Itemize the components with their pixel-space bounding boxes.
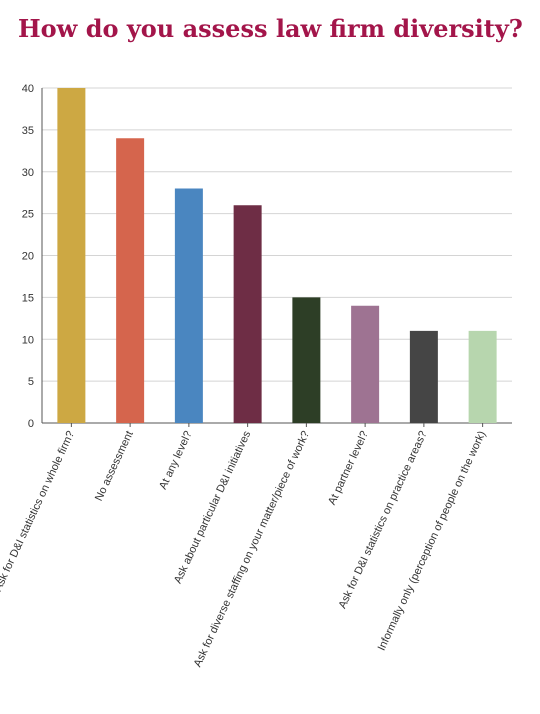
x-tick-label: At partner level? — [326, 429, 371, 507]
bar — [468, 330, 497, 423]
bar — [174, 188, 203, 423]
bar — [351, 305, 380, 423]
y-tick-label: 15 — [22, 292, 34, 304]
y-tick-label: 30 — [22, 167, 34, 179]
y-tick-label: 25 — [22, 209, 34, 221]
y-tick-label: 10 — [22, 334, 34, 346]
gridlines — [42, 87, 512, 424]
x-tick-label: No assessment — [93, 429, 136, 503]
x-tick-label: At any level? — [157, 429, 194, 491]
y-tick-labels: 0 5 10 15 20 25 30 35 40 — [22, 83, 34, 430]
axes — [41, 88, 512, 427]
y-tick-label: 20 — [22, 251, 34, 263]
y-tick-label: 5 — [28, 376, 34, 388]
bar — [233, 205, 262, 423]
x-tick-label: Ask for D&I statistics on whole firm? — [0, 429, 77, 593]
y-tick-label: 35 — [22, 125, 34, 137]
chart-title: How do you assess law firm diversity? — [18, 14, 523, 43]
bar — [116, 138, 145, 423]
y-tick-label: 0 — [28, 418, 34, 430]
bar — [57, 88, 86, 423]
x-tick-label: Informally only (perception of people on… — [376, 429, 489, 652]
category-labels: Ask for D&I statistics on whole firm? No … — [0, 429, 488, 669]
bar — [292, 297, 321, 423]
bars — [57, 88, 497, 423]
y-tick-label: 40 — [22, 83, 34, 95]
bar — [409, 330, 438, 423]
x-tick-label: Ask for diverse staffing on your matter/… — [192, 429, 312, 669]
